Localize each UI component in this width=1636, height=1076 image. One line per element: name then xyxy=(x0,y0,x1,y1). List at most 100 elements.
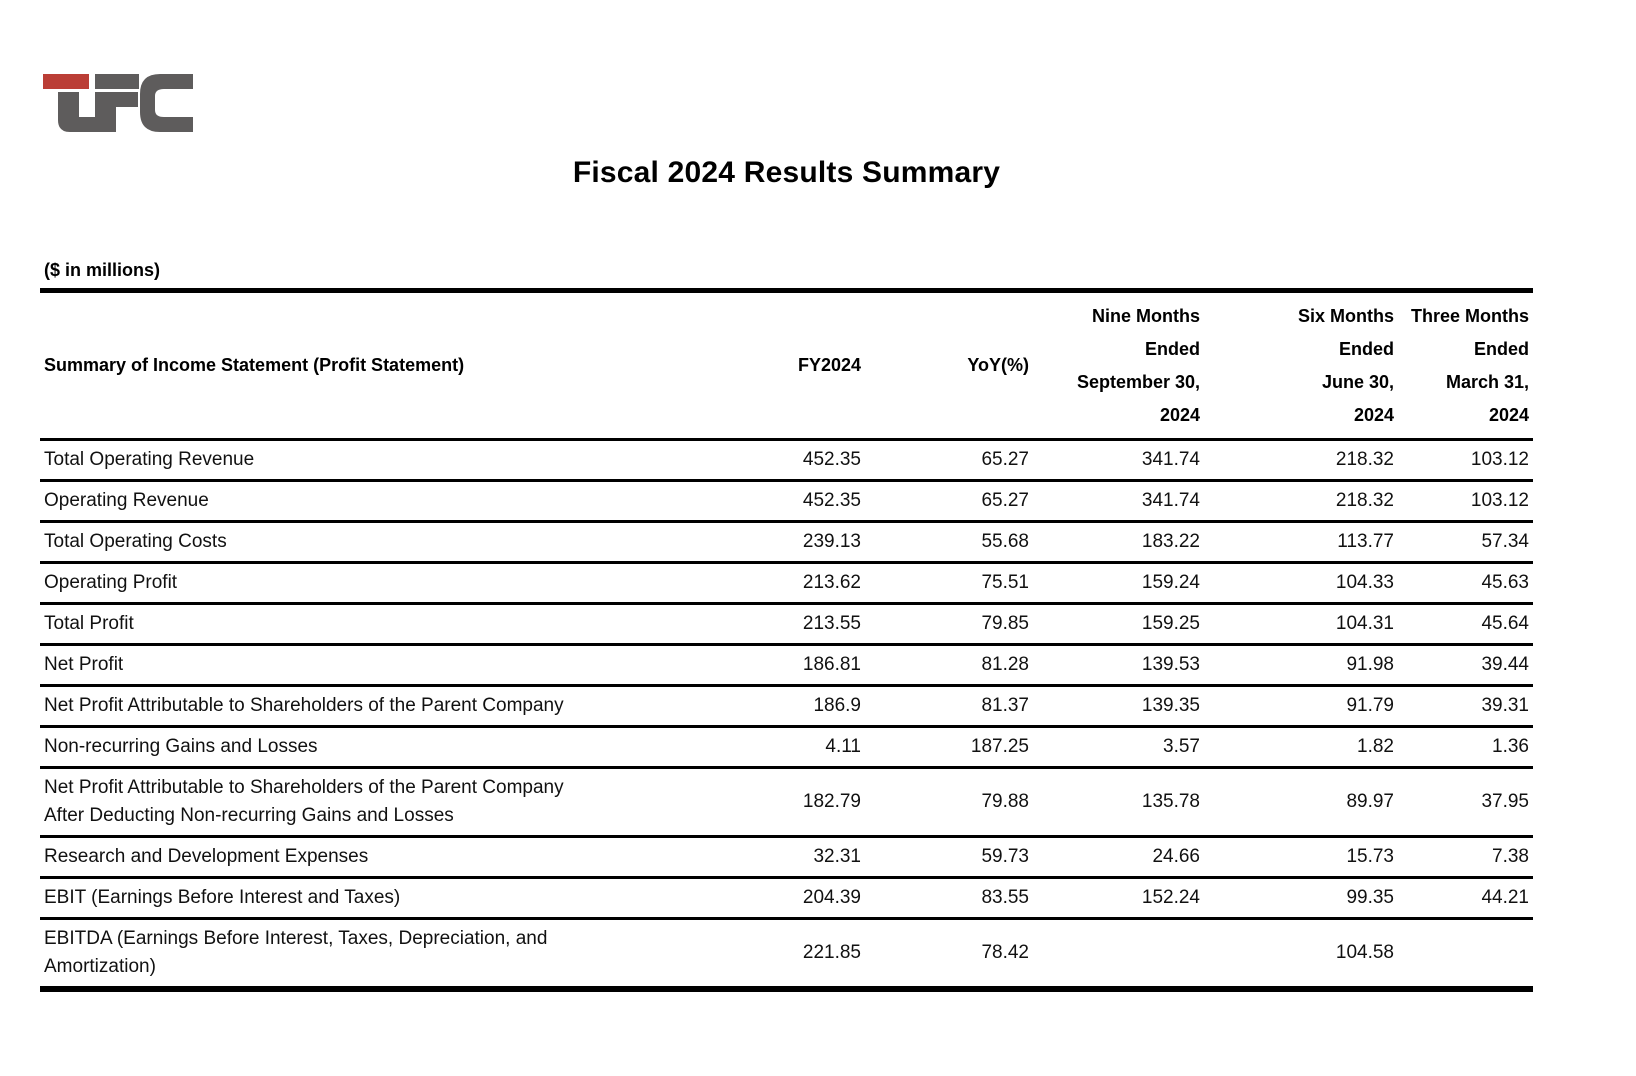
header-yoy: YoY(%) xyxy=(865,290,1033,441)
cell-six-months: 104.33 xyxy=(1335,572,1394,593)
cell-three-months: 103.12 xyxy=(1470,490,1529,511)
cell-six-months: 104.31 xyxy=(1335,613,1394,634)
row-label: Total Operating Revenue xyxy=(44,449,255,470)
results-table: Summary of Income Statement (Profit Stat… xyxy=(40,288,1533,992)
logo-letter-c xyxy=(140,74,193,132)
cell-fy2024: 4.11 xyxy=(825,736,861,757)
cell-fy2024: 213.55 xyxy=(802,613,861,634)
cell-three-months: 39.44 xyxy=(1481,654,1529,675)
cell-yoy: 78.42 xyxy=(981,942,1029,963)
cell-three-months: 45.63 xyxy=(1481,572,1529,593)
table-row: Research and Development Expenses 32.31 … xyxy=(40,836,1533,878)
cell-nine-months: 159.24 xyxy=(1141,572,1200,593)
cell-six-months: 1.82 xyxy=(1357,736,1394,757)
cell-six-months: 113.77 xyxy=(1337,531,1394,552)
table-row: Net Profit Attributable to Shareholders … xyxy=(40,767,1533,837)
row-label: Net Profit Attributable to Shareholders … xyxy=(44,777,564,826)
cell-three-months: 1.36 xyxy=(1492,736,1529,757)
cell-yoy: 81.28 xyxy=(981,654,1029,675)
logo-red-bar xyxy=(43,74,89,89)
header-fy2024: FY2024 xyxy=(700,290,865,441)
cell-yoy: 187.25 xyxy=(970,736,1029,757)
cell-yoy: 65.27 xyxy=(981,490,1029,511)
cell-fy2024: 221.85 xyxy=(802,942,861,963)
cell-nine-months: 139.35 xyxy=(1141,695,1200,716)
row-label: Total Operating Costs xyxy=(44,531,227,552)
cell-nine-months xyxy=(1033,919,1204,990)
table-row: Operating Profit 213.62 75.51 159.24 104… xyxy=(40,562,1533,604)
row-label: Total Profit xyxy=(44,613,134,634)
row-label: Operating Revenue xyxy=(44,490,209,511)
cell-three-months: 7.38 xyxy=(1492,846,1529,867)
cell-six-months: 91.79 xyxy=(1346,695,1394,716)
cell-fy2024: 32.31 xyxy=(813,846,861,867)
row-label: Research and Development Expenses xyxy=(44,846,369,867)
cell-yoy: 75.51 xyxy=(981,572,1029,593)
table-header-row: Summary of Income Statement (Profit Stat… xyxy=(40,290,1533,441)
cell-six-months: 91.98 xyxy=(1346,654,1394,675)
cell-nine-months: 152.24 xyxy=(1141,887,1200,908)
table-row: Total Operating Revenue 452.35 65.27 341… xyxy=(40,440,1533,481)
table-row: Operating Revenue 452.35 65.27 341.74 21… xyxy=(40,480,1533,522)
cell-nine-months: 183.22 xyxy=(1141,531,1200,552)
table-row: EBITDA (Earnings Before Interest, Taxes,… xyxy=(40,918,1533,990)
units-note: ($ in millions) xyxy=(44,260,161,280)
cell-three-months: 39.31 xyxy=(1481,695,1529,716)
table-row: Total Profit 213.55 79.85 159.25 104.31 … xyxy=(40,603,1533,645)
cell-three-months xyxy=(1398,919,1533,990)
page-title: Fiscal 2024 Results Summary xyxy=(572,156,1001,189)
cell-three-months: 103.12 xyxy=(1470,449,1529,470)
logo-letter-f-body xyxy=(95,92,138,132)
cell-nine-months: 135.78 xyxy=(1141,791,1200,812)
table-row: EBIT (Earnings Before Interest and Taxes… xyxy=(40,877,1533,919)
logo-letter-f-top xyxy=(95,74,139,89)
logo-container xyxy=(40,0,1533,134)
row-label: EBIT (Earnings Before Interest and Taxes… xyxy=(44,887,401,908)
cell-nine-months: 3.57 xyxy=(1163,736,1200,757)
table-row: Non-recurring Gains and Losses 4.11 187.… xyxy=(40,726,1533,768)
cell-fy2024: 239.13 xyxy=(802,531,861,552)
cell-three-months: 45.64 xyxy=(1481,613,1529,634)
cell-yoy: 79.88 xyxy=(981,791,1029,812)
cell-nine-months: 159.25 xyxy=(1141,613,1200,634)
table-row: Net Profit 186.81 81.28 139.53 91.98 39.… xyxy=(40,644,1533,686)
table-row: Net Profit Attributable to Shareholders … xyxy=(40,685,1533,727)
cell-yoy: 79.85 xyxy=(981,613,1029,634)
row-label: Operating Profit xyxy=(44,572,178,593)
cell-six-months: 218.32 xyxy=(1335,449,1394,470)
header-six-months: Six Months Ended June 30, 2024 xyxy=(1204,290,1398,441)
cell-three-months: 57.34 xyxy=(1481,531,1529,552)
cell-three-months: 37.95 xyxy=(1481,791,1529,812)
cell-fy2024: 452.35 xyxy=(802,490,861,511)
cell-fy2024: 186.9 xyxy=(813,695,861,716)
cell-fy2024: 182.79 xyxy=(802,791,861,812)
header-nine-months: Nine Months Ended September 30, 2024 xyxy=(1033,290,1204,441)
row-label: Non-recurring Gains and Losses xyxy=(44,736,318,757)
cell-nine-months: 139.53 xyxy=(1141,654,1200,675)
cell-six-months: 89.97 xyxy=(1346,791,1394,812)
cell-six-months: 218.32 xyxy=(1335,490,1394,511)
cell-yoy: 83.55 xyxy=(981,887,1029,908)
cell-nine-months: 341.74 xyxy=(1141,449,1200,470)
cell-fy2024: 213.62 xyxy=(802,572,861,593)
cell-fy2024: 204.39 xyxy=(802,887,861,908)
cell-six-months: 15.73 xyxy=(1346,846,1394,867)
table-row: Total Operating Costs 239.13 55.68 183.2… xyxy=(40,521,1533,563)
cell-nine-months: 24.66 xyxy=(1152,846,1200,867)
cell-yoy: 55.68 xyxy=(981,531,1029,552)
row-label: Net Profit xyxy=(44,654,124,675)
cell-six-months: 104.58 xyxy=(1335,942,1394,963)
cell-yoy: 65.27 xyxy=(981,449,1029,470)
cell-fy2024: 452.35 xyxy=(802,449,861,470)
company-logo-icon xyxy=(43,74,193,132)
cell-yoy: 81.37 xyxy=(981,695,1029,716)
header-three-months: Three Months Ended March 31, 2024 xyxy=(1398,290,1533,441)
header-summary: Summary of Income Statement (Profit Stat… xyxy=(40,290,700,441)
cell-three-months: 44.21 xyxy=(1481,887,1529,908)
cell-fy2024: 186.81 xyxy=(802,654,861,675)
cell-nine-months: 341.74 xyxy=(1141,490,1200,511)
row-label: Net Profit Attributable to Shareholders … xyxy=(44,695,564,716)
cell-yoy: 59.73 xyxy=(981,846,1029,867)
row-label: EBITDA (Earnings Before Interest, Taxes,… xyxy=(44,928,548,977)
